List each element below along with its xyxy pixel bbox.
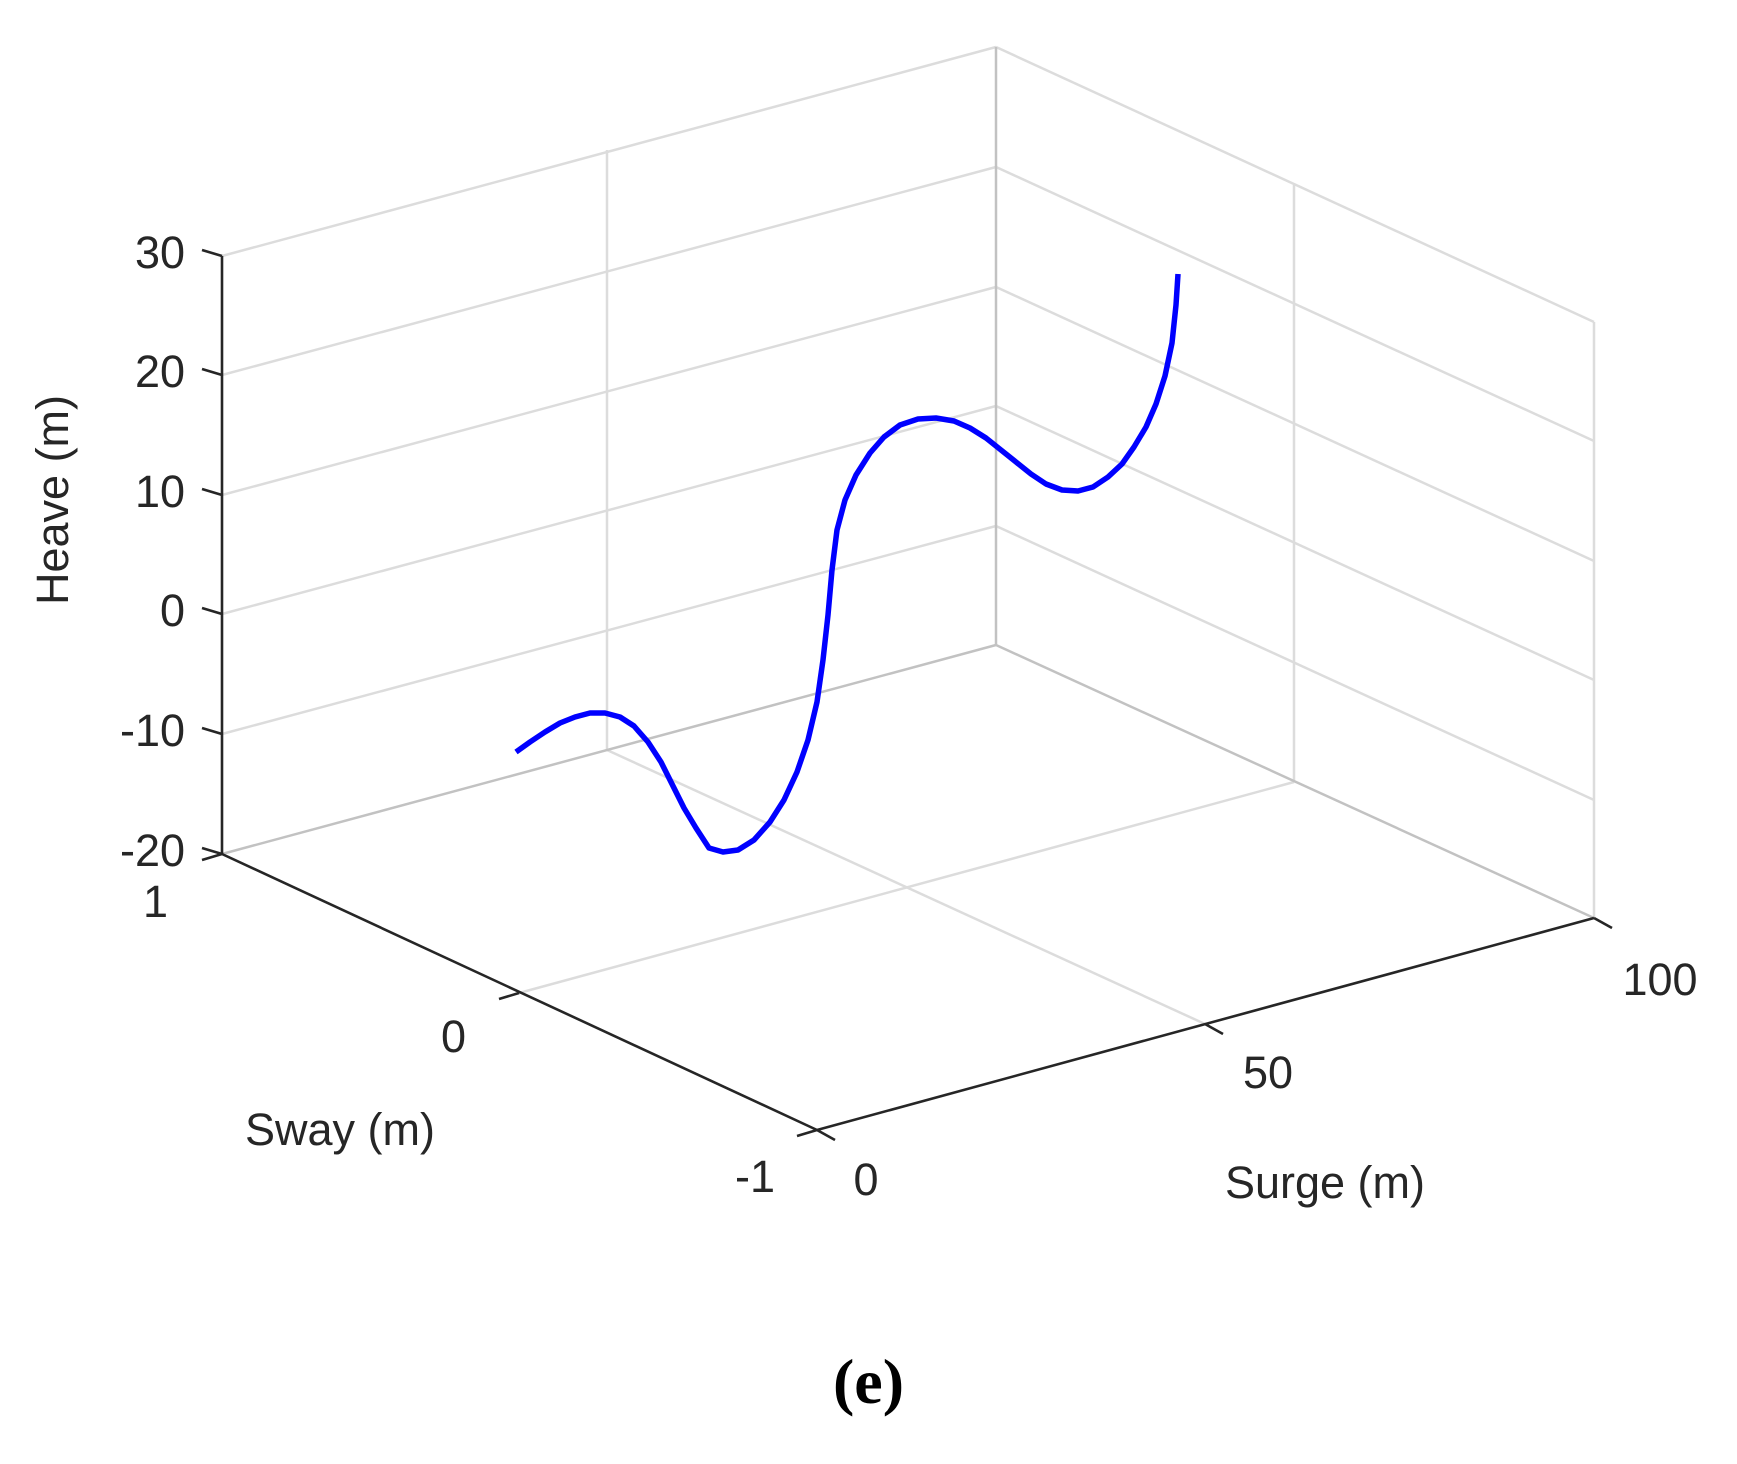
surge-axis-label: Surge (m) [1225, 1157, 1425, 1208]
box-edge [221, 643, 997, 856]
trajectory-line [514, 273, 1181, 855]
surge-tick-labels: 0 50 100 [853, 954, 1697, 1205]
tick-mark [201, 487, 223, 497]
grid-line [221, 285, 997, 497]
tick-mark [201, 606, 223, 616]
tick-mark [498, 991, 520, 1001]
tick-mark [1204, 1022, 1224, 1036]
sway-tick-label: 1 [143, 876, 168, 927]
tick-mark [201, 852, 223, 862]
axis-lines [220, 256, 1595, 1132]
heave-tick-label: 30 [135, 227, 185, 278]
heave-tick-label: 10 [135, 466, 185, 517]
heave-tick-label: -10 [120, 705, 185, 756]
tick-mark [201, 248, 223, 258]
axis-line [221, 852, 818, 1132]
grid-lines [221, 45, 1596, 1026]
sway-axis-label: Sway (m) [245, 1104, 435, 1155]
sway-tick-labels: 1 0 -1 [143, 876, 775, 1202]
sway-tick-label: -1 [735, 1151, 775, 1202]
tick-marks [201, 248, 1613, 1142]
tick-mark [201, 726, 223, 736]
tick-mark [816, 1128, 836, 1142]
tick-mark [796, 1128, 818, 1138]
heave-tick-labels: 30 20 10 0 -10 -20 [120, 227, 185, 876]
tick-mark [201, 367, 223, 377]
grid-line [221, 45, 997, 258]
heave-tick-label: -20 [120, 825, 185, 876]
heave-axis-label: Heave (m) [27, 395, 78, 605]
figure-caption: (e) [832, 1346, 905, 1417]
grid-line [995, 45, 1595, 324]
heave-tick-label: 0 [160, 585, 185, 636]
grid-line [606, 748, 1206, 1026]
tick-mark [1593, 916, 1613, 930]
surge-tick-label: 0 [853, 1154, 878, 1205]
grid-line [221, 404, 997, 616]
tick-mark [201, 846, 223, 856]
grid-line [221, 165, 997, 377]
surge-tick-label: 100 [1622, 954, 1697, 1005]
sway-tick-label: 0 [441, 1011, 466, 1062]
box-edge [995, 643, 1595, 920]
grid-line [221, 524, 997, 736]
box-edges [221, 47, 1595, 920]
surge-tick-label: 50 [1243, 1047, 1293, 1098]
heave-tick-label: 20 [135, 346, 185, 397]
